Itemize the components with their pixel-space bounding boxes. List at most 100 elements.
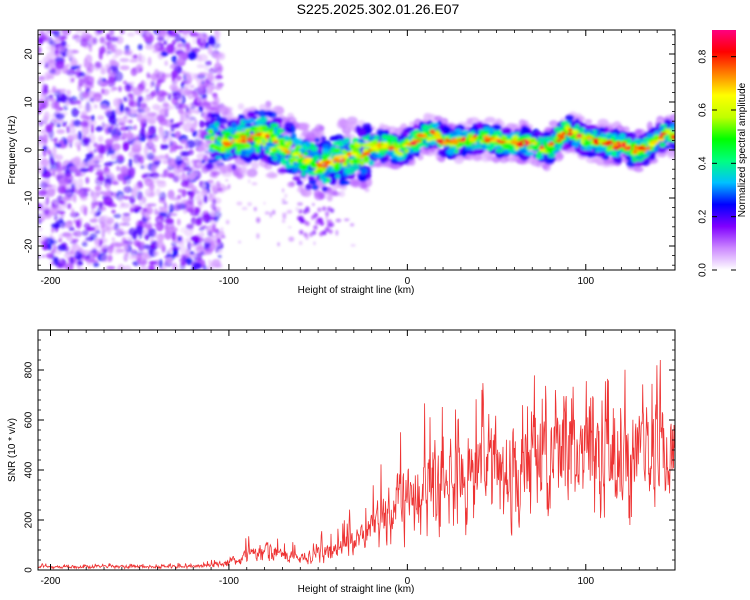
spectral-cell	[511, 134, 519, 141]
spectral-cell	[409, 149, 415, 154]
spectral-cell	[156, 46, 164, 51]
spectral-cell	[324, 211, 330, 217]
spectral-cell	[162, 30, 167, 37]
spectral-cell	[297, 158, 305, 165]
spectral-cell	[100, 205, 107, 212]
spectral-cell	[207, 128, 214, 134]
spectral-cell	[52, 244, 57, 252]
spectral-cell	[119, 136, 125, 141]
spectral-cell	[164, 60, 168, 66]
spectral-cell	[167, 93, 172, 101]
spectral-cell	[143, 145, 149, 155]
spectral-cell	[124, 125, 135, 131]
spectral-cell	[188, 149, 194, 156]
spectral-cell	[107, 245, 114, 255]
spectral-cell	[49, 156, 55, 165]
colorbar-tick-label: 0.8	[698, 49, 709, 63]
colorbar-label: Normalized spectral amplitude	[737, 82, 748, 217]
spectral-cell	[69, 249, 74, 255]
spectral-cell	[246, 111, 256, 119]
spectral-cell	[111, 134, 121, 142]
spectral-cell	[502, 146, 509, 150]
spectral-cell	[522, 126, 530, 134]
spectral-cell	[128, 167, 136, 177]
spectral-cell	[109, 30, 115, 37]
spectral-cell	[524, 139, 529, 145]
spectral-cell	[144, 233, 150, 241]
spectral-cell	[174, 102, 183, 110]
spectral-cell	[205, 162, 214, 170]
spectral-cell	[111, 209, 116, 214]
spectral-cell	[381, 138, 387, 143]
spectral-cell	[575, 123, 580, 130]
spectral-cell	[271, 137, 279, 142]
spectral-cell	[357, 172, 367, 181]
spectral-cell	[264, 163, 273, 170]
spectral-cell	[119, 222, 127, 226]
spectral-cell	[139, 102, 148, 109]
spectral-cell	[141, 240, 145, 248]
spectral-cell	[295, 206, 299, 212]
x-tick-label: -100	[219, 276, 239, 287]
spectral-cell	[585, 156, 598, 164]
spectral-cell	[100, 247, 109, 253]
spectral-cell	[178, 167, 184, 171]
spectral-cell	[201, 225, 208, 229]
spectral-cell	[47, 59, 57, 67]
spectral-cell	[312, 203, 315, 206]
spectral-cell	[42, 160, 51, 170]
spectral-cell	[650, 127, 661, 133]
spectral-cell	[214, 30, 221, 38]
spectral-cell	[431, 123, 440, 128]
spectral-cell	[75, 30, 83, 34]
spectral-cell	[95, 94, 102, 98]
spectral-cell	[300, 122, 310, 130]
spectral-cell	[130, 204, 139, 208]
spectral-cell	[433, 133, 441, 137]
spectral-cell	[220, 148, 226, 154]
spectral-cell	[556, 133, 563, 138]
spectral-cell	[119, 30, 125, 35]
spectral-cell	[162, 143, 170, 149]
colorbar: 0.00.20.40.60.8 Normalized spectral ampl…	[698, 30, 748, 277]
spectral-cell	[256, 132, 262, 137]
spectral-cell	[561, 131, 566, 136]
spectral-cell	[190, 106, 196, 110]
spectral-cell	[196, 64, 205, 69]
spectral-cell	[181, 30, 189, 39]
spectral-cell	[210, 136, 216, 142]
spectral-cell	[553, 126, 563, 133]
spectral-cell	[326, 222, 331, 228]
spectral-cell	[264, 138, 269, 143]
spectral-cell	[79, 167, 90, 173]
spectral-cell	[543, 144, 548, 149]
spectral-cell	[66, 234, 74, 242]
spectral-cell	[177, 122, 184, 126]
spectral-cell	[187, 51, 197, 61]
spectral-cell	[265, 100, 272, 108]
spectral-cell	[327, 206, 332, 212]
spectral-cell	[469, 137, 476, 142]
spectral-cell	[150, 144, 157, 148]
spectral-cell	[215, 247, 220, 253]
spectral-cell	[353, 152, 358, 156]
spectral-cell	[285, 150, 291, 155]
spectral-cell	[138, 52, 142, 63]
spectrogram-x-label: Height of straight line (km)	[298, 285, 415, 296]
spectral-cell	[240, 149, 246, 157]
spectral-cell	[49, 138, 59, 142]
spectral-cell	[85, 176, 90, 184]
spectral-cell	[238, 123, 246, 130]
spectral-cell	[135, 225, 144, 235]
spectral-cell	[280, 141, 285, 147]
spectral-cell	[179, 139, 187, 144]
spectral-cell	[170, 118, 174, 123]
spectral-cell	[177, 194, 182, 199]
spectral-cell	[316, 169, 324, 175]
spectral-cell	[189, 251, 195, 255]
spectral-cell	[205, 60, 212, 66]
spectral-cell	[182, 190, 187, 194]
spectral-cell	[38, 207, 44, 212]
spectral-cell	[92, 37, 98, 45]
spectral-cell	[499, 157, 509, 164]
